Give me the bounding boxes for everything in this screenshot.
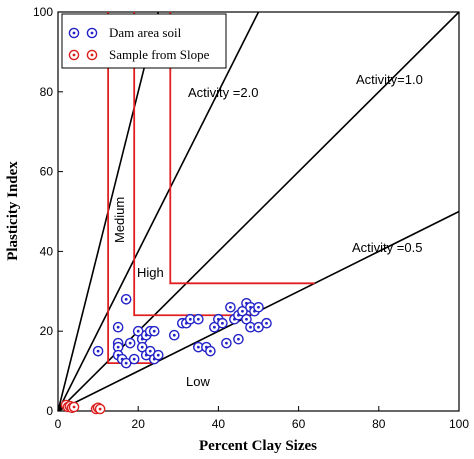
activity-line (57, 11, 460, 412)
point-dam-area-soil (120, 293, 132, 305)
y-tick-label: 100 (33, 5, 53, 19)
point-sample-from-slope (68, 401, 80, 413)
x-axis-title: Percent Clay Sizes (199, 438, 317, 454)
zone-boundary (169, 12, 315, 285)
point-dam-area-soil (233, 333, 244, 345)
legend: Dam area soil Sample from Slope (61, 13, 227, 69)
point-dam-area-soil (225, 301, 236, 313)
region-label-high: High (137, 265, 164, 280)
point-dam-area-soil (261, 317, 272, 329)
activity-label-0-5: Activity =0.5 (352, 240, 422, 255)
region-label-low: Low (186, 374, 210, 389)
y-tick-label: 60 (40, 165, 54, 179)
point-dam-area-soil (120, 357, 132, 369)
zone-boundary (107, 12, 155, 365)
legend-marker (68, 49, 80, 61)
point-dam-area-soil (185, 313, 196, 325)
point-dam-area-soil (148, 325, 160, 337)
legend-marker (86, 49, 98, 61)
zone-boundaries (107, 12, 315, 365)
y-tick-label: 0 (46, 404, 53, 418)
point-dam-area-soil (168, 329, 180, 341)
point-dam-area-soil (152, 349, 164, 361)
point-sample-from-slope (94, 403, 106, 415)
zone-boundary (133, 12, 251, 317)
point-dam-area-soil (124, 337, 136, 349)
legend-marker (86, 27, 98, 39)
y-tick-label: 20 (40, 324, 54, 338)
legend-marker (68, 27, 80, 39)
axis-ticks: 0 20 40 60 80 100 0 20 40 60 80 100 (33, 5, 469, 431)
x-tick-label: 0 (55, 417, 62, 431)
point-dam-area-soil (112, 321, 124, 333)
activity-line (57, 11, 260, 412)
point-dam-area-soil (92, 345, 104, 357)
region-label-medium: Medium (112, 197, 127, 243)
point-dam-area-soil (253, 301, 264, 313)
x-tick-label: 40 (212, 417, 226, 431)
activity-label-1: Activity=1.0 (356, 72, 423, 87)
activity-label-2: Activity =2.0 (188, 85, 258, 100)
point-dam-area-soil (217, 317, 228, 329)
data-points (60, 293, 272, 415)
x-tick-label: 80 (372, 417, 386, 431)
x-tick-label: 100 (449, 417, 469, 431)
point-dam-area-soil (205, 345, 216, 357)
point-dam-area-soil (221, 337, 232, 349)
legend-label-sample-from-slope: Sample from Slope (109, 47, 210, 62)
annotations: Activity =2.0 Activity=1.0 Activity =0.5 Lo… (112, 72, 423, 389)
y-tick-label: 40 (40, 244, 54, 258)
legend-label-dam-area-soil: Dam area soil (109, 25, 182, 40)
point-dam-area-soil (193, 313, 204, 325)
y-tick-label: 80 (40, 85, 54, 99)
point-dam-area-soil (128, 353, 140, 365)
x-tick-label: 20 (132, 417, 146, 431)
x-tick-label: 60 (292, 417, 306, 431)
y-axis-title: Plasticity Index (5, 161, 21, 261)
